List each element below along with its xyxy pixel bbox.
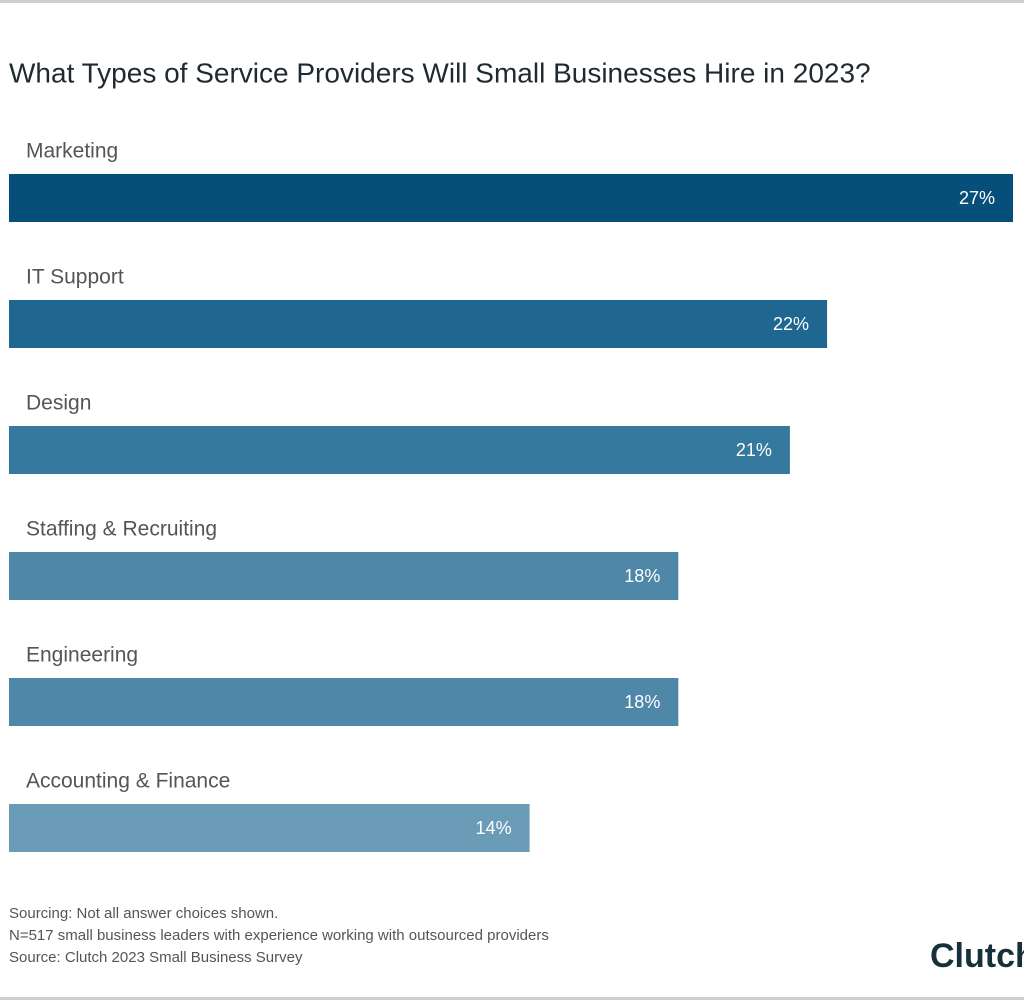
bar bbox=[9, 426, 790, 474]
footnote: Sourcing: Not all answer choices shown. bbox=[9, 905, 278, 922]
value-label: 18% bbox=[624, 692, 660, 712]
chart-title: What Types of Service Providers Will Sma… bbox=[9, 57, 871, 88]
category-label: IT Support bbox=[26, 266, 124, 289]
footnote: Source: Clutch 2023 Small Business Surve… bbox=[9, 949, 303, 966]
bar bbox=[9, 804, 530, 852]
logo: Clutch bbox=[930, 937, 1024, 975]
bar bbox=[9, 174, 1013, 222]
bar bbox=[9, 552, 679, 600]
bar bbox=[9, 678, 679, 726]
footnote: N=517 small business leaders with experi… bbox=[9, 927, 549, 944]
category-label: Accounting & Finance bbox=[26, 770, 230, 793]
category-label: Design bbox=[26, 392, 91, 415]
value-label: 22% bbox=[773, 314, 809, 334]
category-label: Staffing & Recruiting bbox=[26, 518, 217, 541]
bar bbox=[9, 300, 828, 348]
bottom-border bbox=[0, 997, 1024, 1000]
value-label: 27% bbox=[959, 188, 995, 208]
value-label: 21% bbox=[736, 440, 772, 460]
value-label: 14% bbox=[476, 818, 512, 838]
category-label: Engineering bbox=[26, 644, 138, 667]
value-label: 18% bbox=[624, 566, 660, 586]
category-label: Marketing bbox=[26, 140, 118, 163]
top-border bbox=[0, 0, 1024, 3]
